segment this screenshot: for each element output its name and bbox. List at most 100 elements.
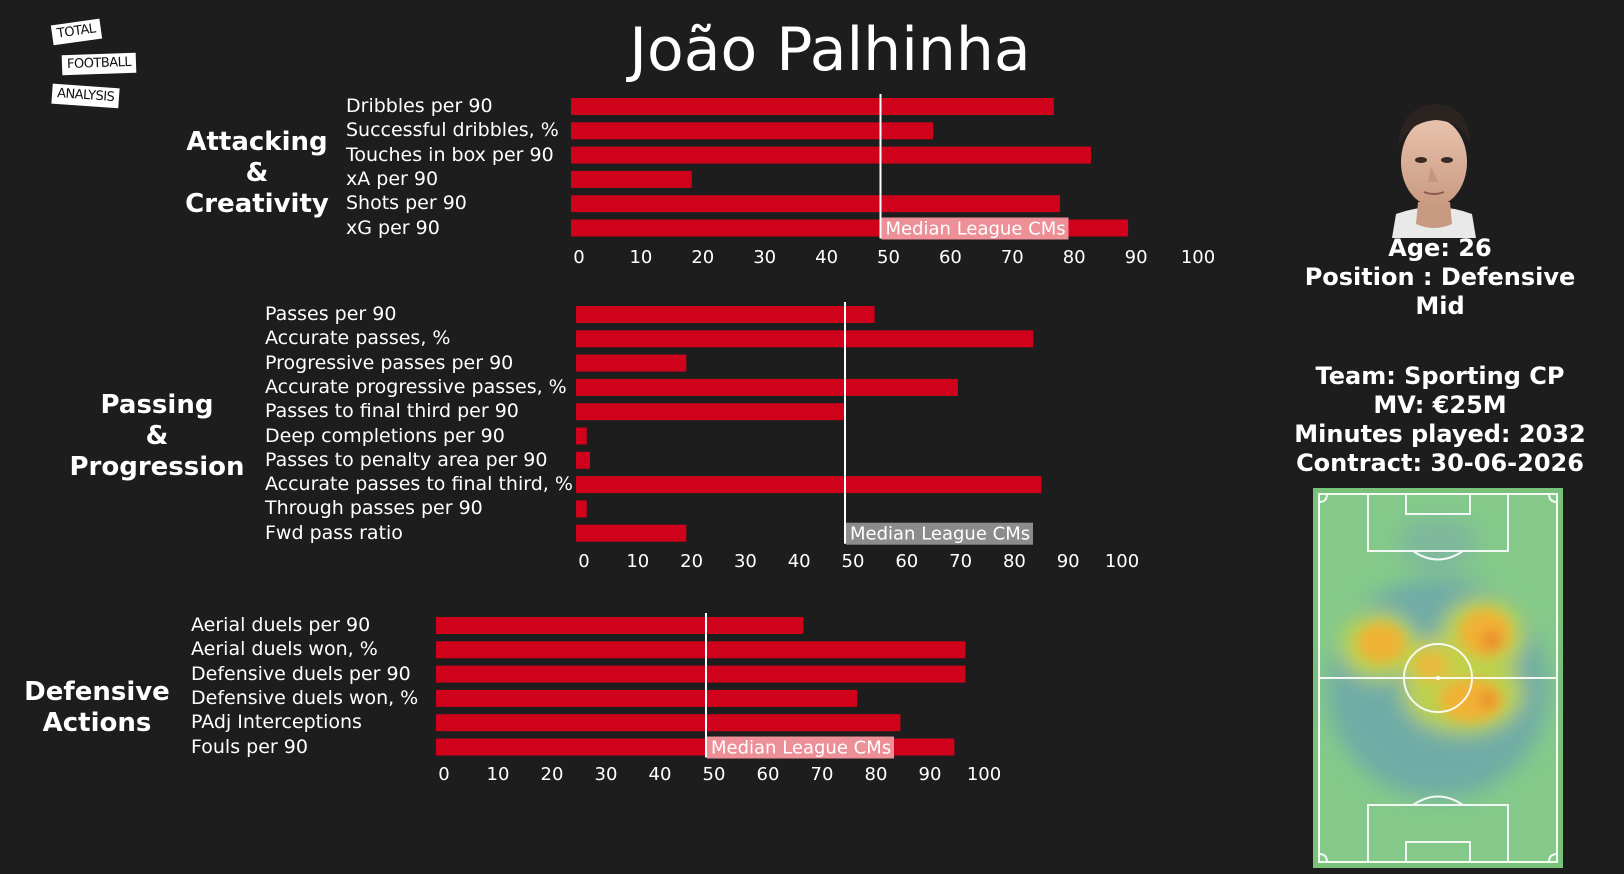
metric-label: Accurate passes, % [265,327,451,350]
metric-label: Passes to final third per 90 [265,400,519,423]
bar-accurate-passes- [576,330,1034,348]
bar-passes-to-penalty-area-per-90 [576,451,590,469]
x-tick-label: 70 [1001,247,1024,268]
x-tick-label: 80 [865,764,888,785]
x-tick-label: 0 [578,551,589,572]
metric-label: Passes to penalty area per 90 [265,448,548,471]
bar-passes-per-90 [576,306,875,323]
bar-defensive-duels-per-90 [436,665,966,683]
bar-progressive-passes-per-90 [576,354,687,372]
x-tick-label: 60 [939,247,962,268]
bar-padj-interceptions [436,714,901,732]
x-tick-label: 50 [877,247,900,268]
section-label-line: Creativity [185,189,329,219]
x-tick-label: 90 [1125,247,1148,268]
x-tick-label: 60 [757,764,780,785]
player-info-block: Age: 26 Position : Defensive Mid [1280,234,1600,321]
median-label-box [881,217,1069,240]
metric-label: Passes per 90 [265,303,397,325]
position-text: Position : Defensive [1304,263,1576,291]
section-label-attacking: Attacking & Creativity [172,127,342,220]
metric-label: Fwd pass ratio [265,521,403,544]
player-name-title: João Palhinha [629,15,1031,85]
metric-label: Touches in box per 90 [346,143,554,166]
bar-aerial-duels-won- [436,641,966,659]
metric-label: Shots per 90 [346,192,467,215]
x-tick-label: 100 [1181,247,1215,268]
x-tick-label: 30 [595,764,618,785]
team-text: Team: Sporting CP [1315,362,1565,390]
section-label-defensive: Defensive Actions [12,677,182,739]
metric-label: Deep completions per 90 [265,424,505,447]
bar-accurate-progressive-passes- [576,378,958,396]
metric-label: Through passes per 90 [265,497,483,520]
position-text-cont: Mid [1415,292,1465,320]
metric-label: xA per 90 [346,167,439,190]
x-tick-label: 20 [680,551,703,572]
bar-deep-completions-per-90 [576,427,587,445]
bar-aerial-duels-per-90 [436,617,804,634]
x-tick-label: 0 [438,764,449,785]
x-tick-label: 0 [573,247,584,268]
x-tick-label: 30 [753,247,776,268]
metric-label: Accurate progressive passes, % [265,375,567,398]
x-tick-label: 40 [788,551,811,572]
bar-defensive-duels-won- [436,689,858,707]
metric-label: Successful dribbles, % [346,119,559,142]
metric-label: Dribbles per 90 [346,95,493,117]
x-tick-label: 70 [949,551,972,572]
x-tick-label: 20 [541,764,564,785]
x-tick-label: 20 [691,247,714,268]
metric-label: PAdj Interceptions [191,711,362,734]
x-tick-label: 90 [1057,551,1080,572]
player-photo [1378,96,1490,238]
section-label-line: Progression [69,452,245,482]
metric-label: Aerial duels won, % [191,638,378,661]
median-label-box [846,522,1033,545]
minutes-played-text: Minutes played: 2032 [1294,420,1586,448]
market-value-text: MV: €25M [1373,391,1507,419]
median-label: Median League CMs [886,219,1066,240]
section-label-line: & [145,421,169,451]
x-tick-label: 10 [626,551,649,572]
bar-shots-per-90 [571,195,1061,213]
section-label-line: Attacking [186,127,328,157]
bar-successful-dribbles- [571,122,934,140]
x-tick-label: 60 [895,551,918,572]
bar-dribbles-per-90 [571,98,1054,115]
x-tick-label: 90 [919,764,942,785]
x-tick-label: 50 [842,551,865,572]
bar-passes-to-final-third-per-90 [576,403,845,421]
metric-label: Defensive duels won, % [191,686,419,709]
bar-touches-in-box-per-90 [571,146,1091,164]
section-label-line: Actions [42,708,152,738]
contract-text: Contract: 30-06-2026 [1296,449,1584,477]
x-tick-label: 10 [487,764,510,785]
player-details-block: Team: Sporting CP MV: €25M Minutes playe… [1280,362,1600,478]
x-tick-label: 10 [629,247,652,268]
heatmap-pitch [1313,488,1563,868]
x-tick-label: 80 [1063,247,1086,268]
metric-label: xG per 90 [346,216,440,239]
section-label-line: Passing [100,390,214,420]
median-label: Median League CMs [850,524,1030,545]
bar-fwd-pass-ratio [576,524,687,542]
x-tick-label: 40 [649,764,672,785]
section-label-line: & [245,158,269,188]
section-label-passing: Passing & Progression [62,390,252,483]
bar-accurate-passes-to-final-third- [576,476,1042,494]
x-tick-label: 70 [811,764,834,785]
metric-label: Aerial duels per 90 [191,614,371,636]
bar-xa-per-90 [571,170,692,188]
x-tick-label: 100 [967,764,1001,785]
x-tick-label: 40 [815,247,838,268]
metric-label: Fouls per 90 [191,735,308,758]
section-label-line: Defensive [24,677,170,707]
x-tick-label: 80 [1003,551,1026,572]
metric-label: Accurate passes to final third, % [265,473,573,496]
median-label-box [707,736,894,759]
x-tick-label: 50 [703,764,726,785]
x-tick-label: 30 [734,551,757,572]
